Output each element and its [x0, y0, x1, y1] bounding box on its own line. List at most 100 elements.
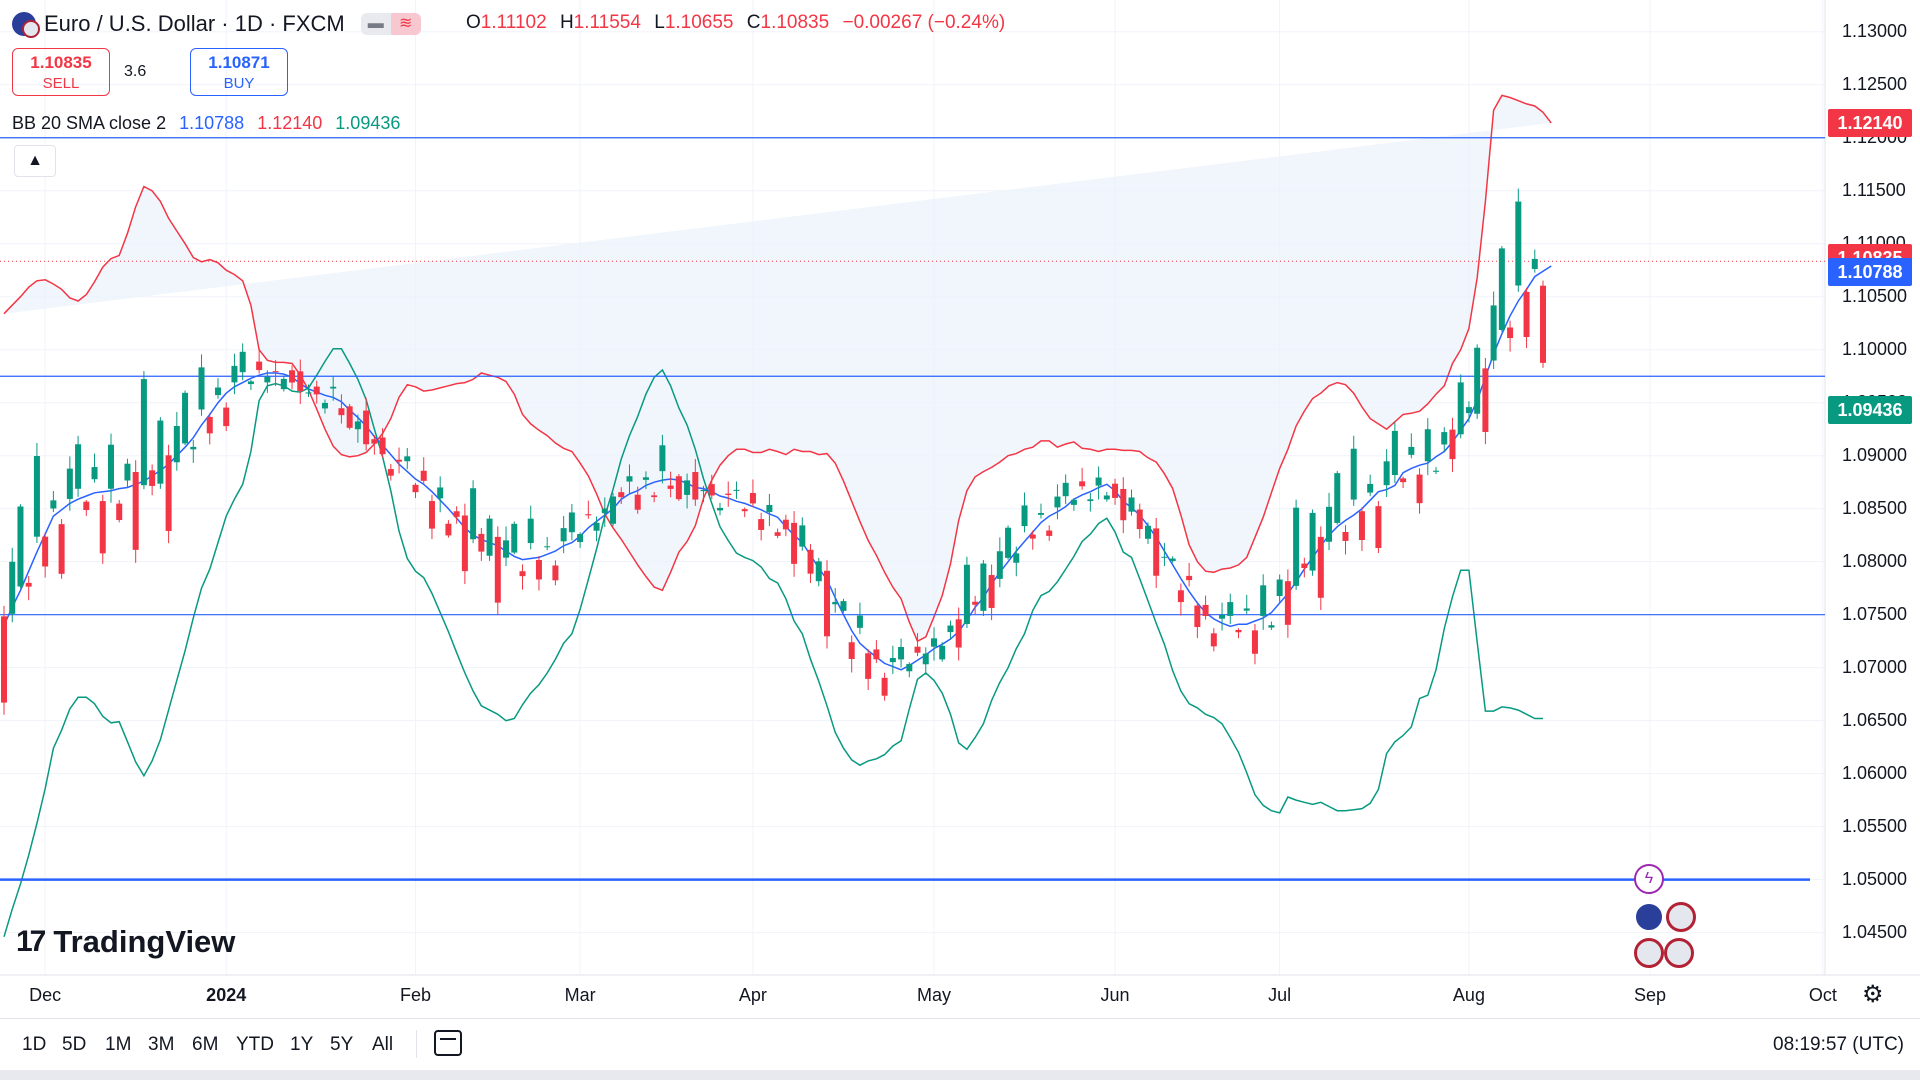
timeframe-button[interactable]: 1D	[22, 1034, 47, 1055]
symbol-title[interactable]: Euro / U.S. Dollar · 1D · FXCM	[44, 11, 345, 36]
price-axis-label: 1.08500	[1842, 497, 1908, 518]
candle-body	[1177, 590, 1184, 603]
candle-body	[1013, 553, 1020, 563]
candle-body	[1342, 532, 1349, 541]
candle-body	[1194, 605, 1201, 628]
horizontal-lines[interactable]	[0, 137, 1825, 881]
candle-body	[544, 546, 551, 548]
candle-body	[116, 503, 123, 521]
price-axis-label: 1.05000	[1842, 868, 1908, 889]
candle-body	[1210, 633, 1217, 647]
timeframe-button[interactable]: 1M	[105, 1034, 132, 1055]
candle-body	[1046, 530, 1053, 536]
candle-body	[9, 561, 16, 614]
candle-body	[478, 533, 485, 552]
candle-body	[659, 445, 666, 472]
indicator-name[interactable]: BB 20 SMA close 2	[12, 113, 167, 133]
event-us-flag-icon[interactable]	[1664, 938, 1694, 968]
candle-body	[461, 515, 468, 572]
candle-body	[25, 582, 32, 587]
collapse-legend-button[interactable]: ▲	[14, 145, 56, 177]
candle-body	[807, 549, 814, 574]
candle-body	[1507, 327, 1514, 339]
timeframe-button[interactable]: All	[372, 1034, 394, 1055]
candle-body	[535, 559, 542, 580]
header-toggles[interactable]: ▬ ≋	[360, 13, 421, 35]
candle-body	[634, 494, 641, 510]
candle-body	[190, 446, 197, 450]
time-axis-label: May	[916, 985, 951, 1005]
candle-body	[700, 489, 707, 492]
calendar-icon[interactable]	[434, 1030, 462, 1056]
indicator-basis-value: 1.10788	[179, 113, 245, 133]
tradingview-logo[interactable]: 17 TradingView	[16, 924, 235, 960]
candle-body	[1054, 496, 1061, 508]
sell-button[interactable]: 1.10835 SELL	[12, 48, 110, 96]
candle-body	[930, 638, 937, 647]
candle-body	[371, 439, 378, 444]
bottom-strip	[0, 1070, 1920, 1080]
candle-body	[906, 663, 913, 672]
bollinger-fill	[4, 95, 1552, 642]
candle-body	[66, 468, 73, 499]
clock[interactable]: 08:19:57 (UTC)	[1773, 1034, 1904, 1055]
candle-body	[708, 484, 715, 496]
timeframe-button[interactable]: 5Y	[330, 1034, 354, 1055]
candle-body	[33, 455, 40, 537]
candle-body	[1219, 614, 1226, 619]
candle-body	[1482, 368, 1489, 432]
timeframe-button[interactable]: YTD	[236, 1034, 274, 1055]
candle-body	[922, 653, 929, 665]
price-tag: 1.12140	[1828, 108, 1912, 137]
candle-body	[396, 459, 403, 462]
time-axis-label: Jun	[1100, 985, 1130, 1005]
candle-body	[231, 365, 238, 383]
candle-body	[494, 536, 501, 603]
candle-body	[642, 477, 649, 480]
event-lightning-icon[interactable]: ϟ	[1634, 864, 1664, 894]
candle-body	[1515, 201, 1522, 286]
time-axis-label: Oct	[1808, 985, 1837, 1005]
candle-body	[799, 525, 806, 547]
candle-body	[99, 501, 106, 554]
candle-body	[313, 386, 320, 395]
candle-body	[1424, 429, 1431, 462]
candle-body	[914, 646, 921, 653]
candle-body	[346, 406, 353, 428]
candle-body	[511, 523, 518, 553]
event-us-flag-icon[interactable]	[1634, 938, 1664, 968]
candle-body	[428, 501, 435, 529]
bollinger-lower-line	[3, 347, 1543, 938]
event-eu-flag-icon[interactable]	[1634, 902, 1664, 932]
candle-body	[955, 619, 962, 648]
timeframe-button[interactable]: 1Y	[290, 1034, 314, 1055]
candle-body	[1276, 579, 1283, 597]
candle-body	[173, 425, 180, 463]
buy-button[interactable]: 1.10871 BUY	[190, 48, 288, 96]
wave-icon[interactable]: ≋	[390, 13, 421, 35]
minus-icon[interactable]: ▬	[360, 13, 391, 35]
timeframe-button[interactable]: 5D	[62, 1034, 87, 1055]
bollinger-upper-line	[3, 94, 1552, 643]
candle-body	[560, 528, 567, 542]
timeframe-button[interactable]: 6M	[192, 1034, 219, 1055]
candle-body	[1186, 575, 1193, 581]
bottom-toolbar	[0, 1018, 1920, 1071]
candle-body	[445, 523, 452, 536]
candle-body	[1079, 481, 1086, 487]
price-axis-label: 1.06500	[1842, 709, 1908, 730]
candle-body	[1498, 248, 1505, 331]
price-axis-label: 1.07500	[1842, 603, 1908, 624]
event-us-flag-icon[interactable]	[1666, 902, 1696, 932]
candle-body	[1400, 478, 1407, 483]
candle-body	[214, 387, 221, 396]
timeframe-button[interactable]: 3M	[148, 1034, 175, 1055]
price-tag: 1.10788	[1828, 258, 1912, 287]
symbol-header[interactable]: Euro / U.S. Dollar · 1D · FXCM ▬ ≋	[12, 10, 421, 38]
candle-body	[1260, 585, 1267, 616]
candle-body	[1112, 483, 1119, 498]
gear-icon[interactable]: ⚙	[1862, 981, 1884, 1008]
candle-body	[453, 511, 460, 517]
indicator-legend[interactable]: BB 20 SMA close 2 1.10788 1.12140 1.0943…	[12, 113, 400, 134]
